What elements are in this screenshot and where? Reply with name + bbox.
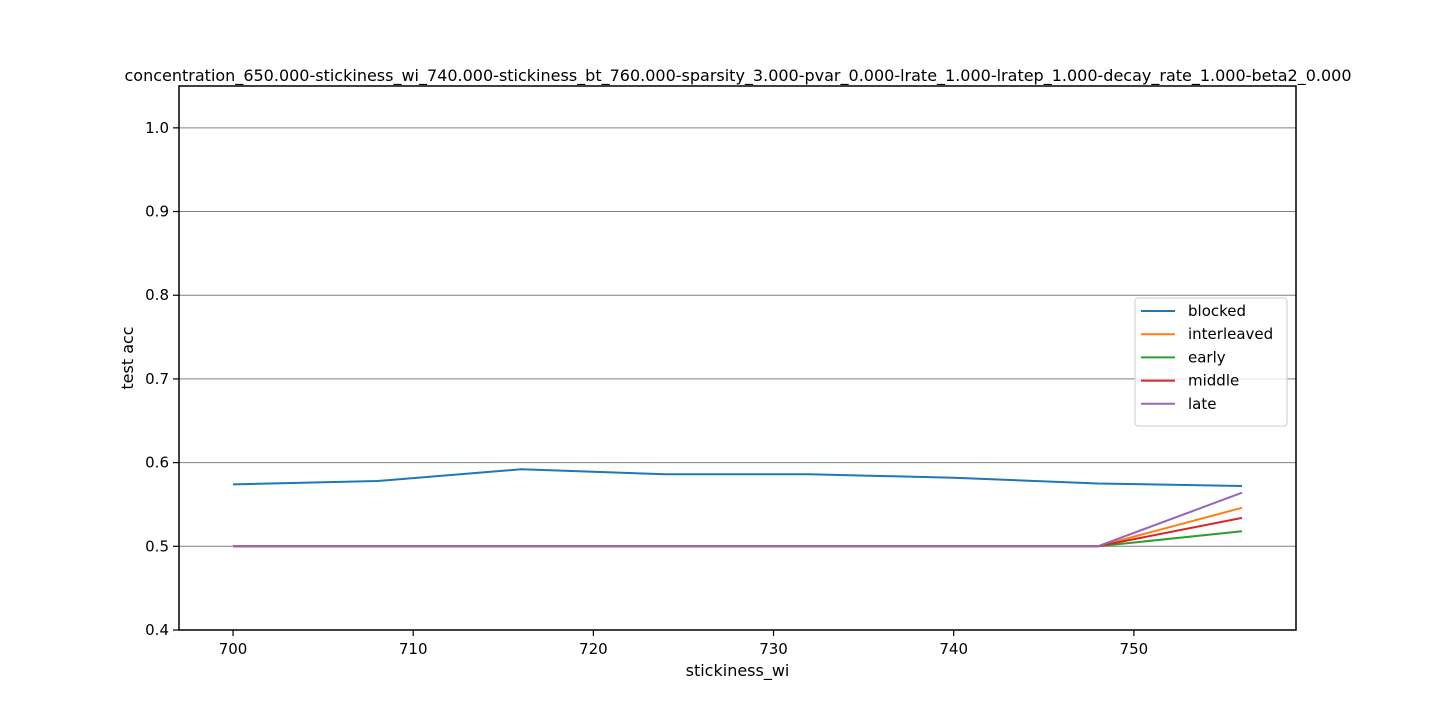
y-tick-label: 0.4 [145,621,169,639]
series-line-interleaved [233,506,1243,548]
legend-item: interleaved [1141,325,1273,343]
legend-item: blocked [1141,302,1246,320]
x-tick-label: 700 [219,640,248,658]
y-tick-label: 0.9 [145,203,169,221]
legend-label: interleaved [1188,325,1273,343]
x-tick-label: 750 [1120,640,1149,658]
legend-label: late [1188,395,1216,413]
x-axis-ticks: 700 710 720 730 740 750 [219,630,1148,658]
y-tick-label: 1.0 [145,119,169,137]
x-tick-label: 740 [939,640,968,658]
x-tick-label: 710 [399,640,428,658]
y-tick-label: 0.6 [145,454,169,472]
plot-frame [178,85,1297,631]
legend-label: middle [1188,372,1239,390]
series-line-blocked [232,468,1243,487]
legend-item: late [1141,395,1216,413]
series-line-late [233,491,1243,548]
series-line-early [233,530,1243,548]
y-tick-label: 0.5 [145,537,169,555]
legend-entries: blocked interleaved early middle late [1141,302,1273,413]
y-tick-label: 0.8 [145,286,169,304]
legend-item: middle [1141,372,1239,390]
legend: blocked interleaved early middle late [1134,297,1288,427]
y-axis-ticks: 0.4 0.5 0.6 0.7 0.8 0.9 1.0 [145,119,179,639]
x-tick-label: 730 [759,640,788,658]
x-tick-label: 720 [579,640,608,658]
series-line-middle [233,516,1243,548]
y-axis-label: test acc [118,326,137,389]
x-axis-label: stickiness_wi [686,661,790,681]
grid-lines [179,127,1296,547]
series-lines [232,468,1243,548]
legend-item: early [1141,348,1226,366]
legend-label: blocked [1188,302,1246,320]
y-tick-label: 0.7 [145,370,169,388]
chart-title: concentration_650.000-stickiness_wi_740.… [125,66,1352,86]
legend-box [1134,297,1288,427]
legend-label: early [1188,348,1226,366]
